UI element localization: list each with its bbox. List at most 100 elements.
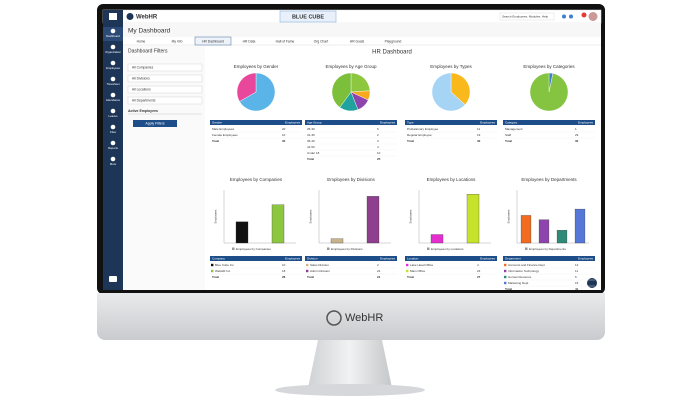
row-label: Lake Head Office [410, 263, 433, 267]
row-swatch [504, 263, 507, 267]
filter-title: Dashboard Filters [128, 48, 168, 54]
row-value: 20 [282, 127, 286, 131]
sidebar-icon[interactable] [110, 140, 116, 146]
row-total: 25 [377, 157, 381, 161]
row-label: Staff [505, 133, 511, 137]
filter-select[interactable] [127, 85, 203, 94]
row-label: Management [505, 127, 523, 131]
bar [466, 194, 480, 244]
row-label: 41-50 [307, 145, 315, 149]
row-label: Male Employees [212, 127, 235, 131]
icon[interactable] [569, 14, 573, 19]
apply-button[interactable] [133, 120, 177, 127]
row-value: 10 [282, 133, 286, 137]
row-total-label: Total [307, 275, 314, 279]
sidebar-label[interactable]: More [110, 162, 117, 166]
sidebar-label[interactable]: Files [110, 130, 117, 134]
tab[interactable]: My Info [172, 39, 183, 43]
chart-title: Employees by Departments [521, 177, 577, 182]
sidebar-icon[interactable] [110, 156, 116, 162]
tab[interactable]: HR Data [243, 39, 256, 43]
legend-swatch [525, 247, 528, 250]
table-header-label: Category [505, 120, 518, 124]
row-value: 3 [377, 139, 379, 143]
table-header [305, 120, 397, 125]
company-logo: BLUE CUBE [292, 14, 324, 20]
tab[interactable]: HR Goals [350, 39, 365, 43]
icon[interactable] [562, 14, 566, 19]
legend-label: Employees by Divisions [331, 247, 363, 251]
sidebar-icon[interactable] [110, 76, 116, 82]
chart-title: Employees by Locations [427, 177, 477, 182]
table-header-label: Location [407, 256, 419, 260]
legend-swatch [427, 247, 430, 250]
search-box[interactable] [499, 12, 555, 21]
avatar[interactable] [588, 12, 598, 21]
table-header-label: Company [212, 256, 225, 260]
filter-select[interactable] [127, 96, 203, 105]
row-label: Accounts and Finance Dept [508, 263, 545, 267]
table-header [305, 256, 397, 261]
chart-title: Employees by Gender [234, 64, 279, 69]
app-name: WebHR [136, 15, 158, 21]
row-label: WebHR Inc [215, 269, 231, 273]
row-label: Marketing Dept [508, 281, 529, 285]
page-title: My Dashboard [128, 28, 171, 35]
sidebar-icon[interactable] [110, 124, 116, 130]
row-label: Probationary Employee [407, 127, 439, 131]
sidebar-label[interactable]: Employees [106, 66, 120, 70]
sidebar-label[interactable]: Attendance [106, 98, 121, 102]
bar [430, 234, 444, 244]
table-header [405, 256, 497, 261]
sidebar-label[interactable]: Reports [108, 146, 118, 150]
y-axis-label: Employees [507, 209, 511, 223]
row-value: 16 [575, 281, 579, 285]
tab[interactable]: Hall of Fame [276, 39, 295, 43]
sidebar [103, 10, 123, 290]
sidebar-active [103, 27, 123, 41]
bar [538, 219, 550, 244]
bar [235, 221, 249, 244]
brand-icon [326, 310, 342, 326]
row-value: 2 [377, 263, 379, 267]
menu-icon[interactable] [109, 13, 117, 20]
filter-option[interactable]: All Departments [132, 99, 156, 103]
row-total: 28 [282, 275, 286, 279]
filter-option[interactable]: All Companies [132, 66, 154, 70]
bar [574, 208, 586, 244]
sidebar-label[interactable]: Organization [105, 50, 121, 54]
pie-slice [331, 72, 352, 108]
notification-icon[interactable] [581, 12, 587, 18]
tab[interactable]: Playground [385, 39, 402, 43]
filter-select[interactable] [127, 63, 203, 72]
sidebar-icon[interactable] [110, 108, 116, 114]
sidebar-label[interactable]: Timesheet [107, 82, 120, 86]
row-value: 13 [575, 263, 579, 267]
sidebar-icon[interactable] [110, 92, 116, 98]
sidebar-icon[interactable] [110, 28, 116, 34]
row-swatch [211, 263, 214, 267]
table-header-count: Employees [578, 256, 593, 260]
chart-title: Employees by Types [430, 64, 472, 69]
filter-option[interactable]: All Locations [132, 88, 151, 92]
pie-slice [236, 72, 257, 102]
sidebar-icon[interactable] [110, 44, 116, 50]
tab[interactable]: Org Chart [314, 39, 329, 43]
table-header [503, 120, 595, 125]
sidebar-label[interactable]: Dashboard [106, 34, 120, 38]
sidebar-icon[interactable] [110, 60, 116, 66]
help-button[interactable] [587, 278, 597, 288]
filter-option[interactable]: All Divisions [132, 77, 150, 81]
chart-title: Employees by Age Group [325, 64, 377, 69]
tab[interactable]: Home [137, 39, 146, 43]
row-total: 30 [477, 139, 481, 143]
filter-select[interactable] [127, 74, 203, 83]
chat-icon[interactable] [109, 276, 117, 282]
table-header [503, 256, 595, 261]
header [123, 23, 601, 37]
tab[interactable]: HR Dashboard [202, 39, 224, 43]
apply-button-label[interactable]: Apply Filters [145, 122, 165, 126]
sidebar-label[interactable]: Leaves [108, 114, 118, 118]
row-total-label: Total [407, 275, 414, 279]
row-swatch [306, 263, 309, 267]
